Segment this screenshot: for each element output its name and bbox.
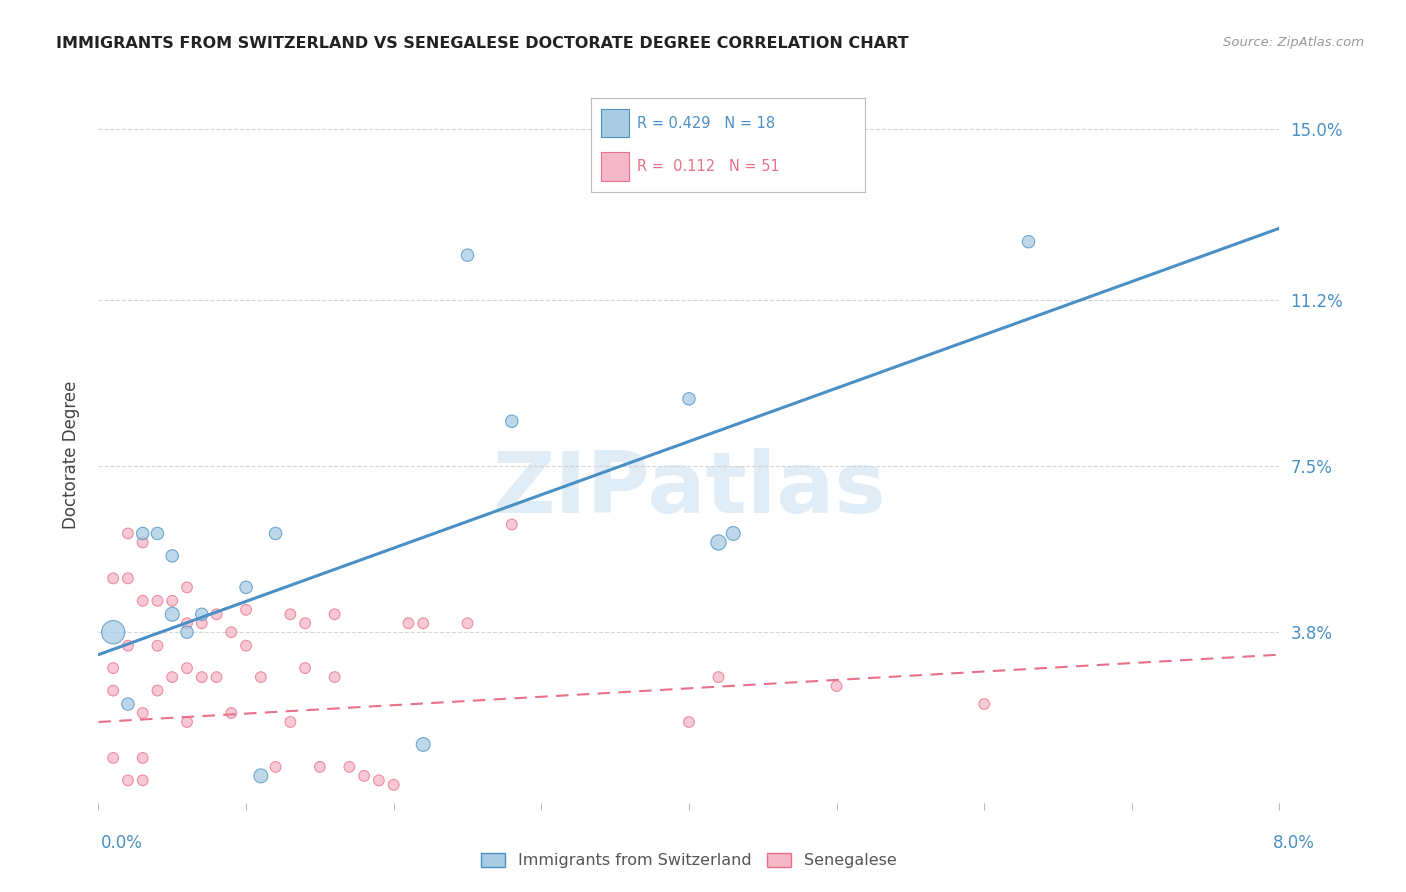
Text: 8.0%: 8.0% (1272, 834, 1315, 852)
Point (501, 414, 523, 428)
Point (176, 625, 198, 640)
Point (501, 517, 523, 532)
Point (103, 625, 125, 640)
Point (176, 661, 198, 675)
Point (456, 248, 478, 262)
Point (162, 594, 183, 608)
Point (132, 773, 155, 788)
Point (382, 778, 405, 792)
Point (103, 683, 125, 698)
Point (176, 616, 198, 631)
Text: IMMIGRANTS FROM SWITZERLAND VS SENEGALESE DOCTORATE DEGREE CORRELATION CHART: IMMIGRANTS FROM SWITZERLAND VS SENEGALES… (56, 36, 908, 51)
Point (146, 683, 169, 698)
Point (825, 679, 848, 693)
Point (146, 526, 169, 541)
Point (162, 670, 183, 684)
Point (162, 549, 183, 563)
Point (205, 670, 228, 684)
Point (132, 535, 155, 549)
Point (1017, 235, 1039, 249)
Legend: Immigrants from Switzerland, Senegalese: Immigrants from Switzerland, Senegalese (475, 847, 903, 875)
Point (337, 760, 360, 774)
Point (117, 526, 139, 541)
Y-axis label: Doctorate Degree: Doctorate Degree (62, 381, 80, 529)
Point (264, 526, 287, 541)
Point (707, 535, 730, 549)
Point (250, 769, 273, 783)
Point (191, 616, 214, 631)
Point (146, 639, 169, 653)
Point (456, 616, 478, 631)
Point (176, 580, 198, 594)
Point (264, 760, 287, 774)
Point (721, 526, 744, 541)
Point (146, 594, 169, 608)
Bar (602, 110, 628, 137)
Text: Source: ZipAtlas.com: Source: ZipAtlas.com (1223, 36, 1364, 49)
Point (103, 661, 125, 675)
Point (294, 616, 316, 631)
Point (678, 714, 700, 729)
Point (707, 670, 730, 684)
Point (235, 603, 257, 617)
Point (205, 607, 228, 622)
Point (973, 697, 995, 711)
Point (132, 706, 155, 720)
Point (323, 607, 346, 622)
Point (323, 670, 346, 684)
Point (176, 714, 198, 729)
Text: ZIPatlas: ZIPatlas (492, 448, 886, 532)
Point (278, 607, 302, 622)
Point (278, 714, 302, 729)
Point (235, 580, 257, 594)
Point (308, 760, 332, 774)
Point (367, 773, 389, 788)
Point (412, 616, 434, 631)
Text: 0.0%: 0.0% (101, 834, 143, 852)
Point (219, 706, 242, 720)
Text: R =  0.112   N = 51: R = 0.112 N = 51 (637, 159, 780, 174)
Point (219, 625, 242, 640)
Point (117, 639, 139, 653)
Bar (602, 153, 628, 180)
Point (250, 670, 273, 684)
Point (191, 607, 214, 622)
Point (396, 616, 419, 631)
Point (117, 697, 139, 711)
Point (162, 607, 183, 622)
Point (132, 751, 155, 765)
Text: R = 0.429   N = 18: R = 0.429 N = 18 (637, 116, 775, 131)
Point (103, 571, 125, 585)
Point (103, 751, 125, 765)
Point (132, 594, 155, 608)
Point (117, 773, 139, 788)
Point (117, 571, 139, 585)
Point (235, 639, 257, 653)
Point (412, 738, 434, 752)
Point (353, 769, 375, 783)
Point (294, 661, 316, 675)
Point (678, 392, 700, 406)
Point (191, 670, 214, 684)
Point (132, 526, 155, 541)
